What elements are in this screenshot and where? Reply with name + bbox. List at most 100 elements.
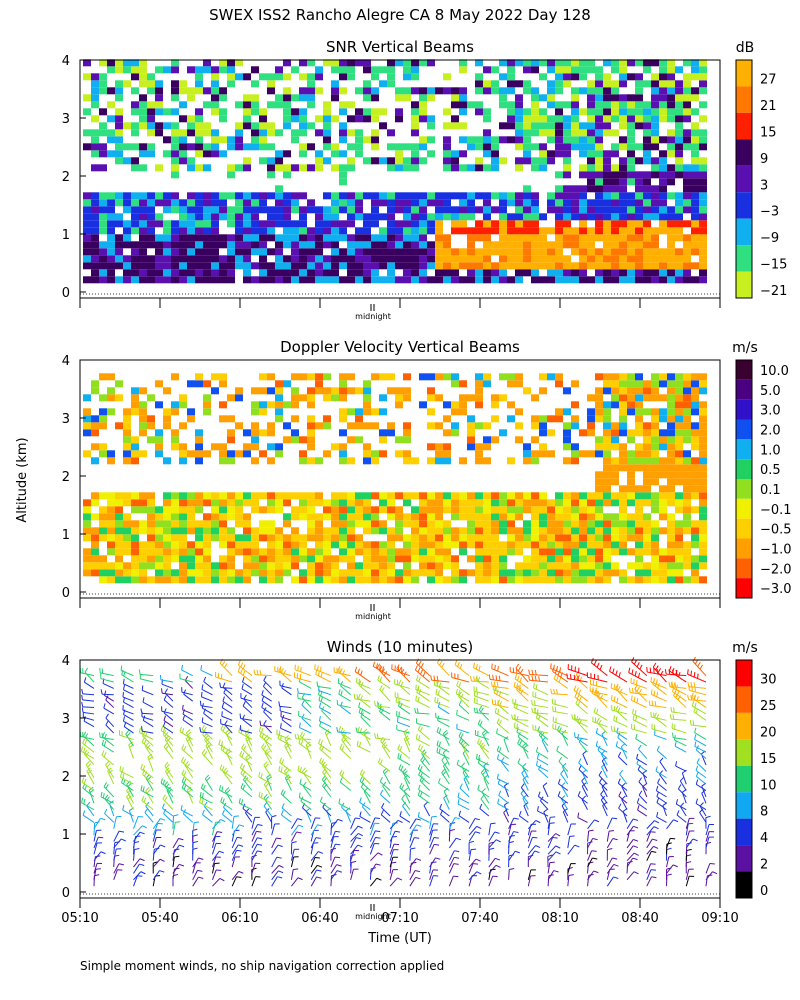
heatmap-cell (323, 122, 331, 130)
heatmap-cell (227, 80, 235, 88)
heatmap-cell (555, 506, 563, 514)
heatmap-cell (683, 562, 691, 570)
heatmap-cell (187, 206, 195, 214)
heatmap-cell (115, 506, 123, 514)
wind-barb (330, 856, 336, 868)
heatmap-cell (651, 492, 659, 500)
heatmap-cell (563, 101, 571, 109)
heatmap-cell (307, 499, 315, 507)
heatmap-cell (395, 387, 403, 395)
heatmap-cell (115, 122, 123, 130)
heatmap-cell (299, 206, 307, 214)
wind-barb-flag (127, 788, 132, 794)
wind-barb (201, 721, 213, 728)
wind-barb (182, 713, 193, 721)
heatmap-cell (539, 429, 547, 437)
heatmap-cell (587, 178, 595, 186)
wind-barb-flag (516, 715, 519, 721)
heatmap-cell (515, 408, 523, 416)
heatmap-cell (555, 80, 563, 88)
heatmap-cell (611, 548, 619, 556)
heatmap-cell (331, 492, 339, 500)
heatmap-cell (699, 408, 707, 416)
heatmap-cell (579, 527, 587, 535)
heatmap-cell (579, 143, 587, 151)
heatmap-cell (403, 241, 411, 249)
wind-barb (280, 710, 292, 715)
heatmap-cell (515, 527, 523, 535)
wind-barb-flag (142, 697, 145, 703)
heatmap-cell (587, 185, 595, 193)
wind-barb (243, 698, 253, 708)
heatmap-cell (91, 227, 99, 235)
heatmap-cell (507, 213, 515, 221)
heatmap-cell (115, 527, 123, 535)
heatmap-cell (203, 269, 211, 277)
heatmap-cell (387, 527, 395, 535)
heatmap-cell (483, 541, 491, 549)
heatmap-cell (691, 108, 699, 116)
wind-barb-flag (419, 765, 423, 771)
wind-barb (179, 678, 193, 683)
heatmap-cell (275, 269, 283, 277)
wind-barb (437, 720, 450, 728)
heatmap-cell (275, 241, 283, 249)
heatmap-cell (643, 380, 651, 388)
heatmap-cell (355, 513, 363, 521)
heatmap-cell (291, 513, 299, 521)
heatmap-cell (275, 576, 283, 584)
heatmap-cell (379, 408, 387, 416)
wind-barb-flag (86, 801, 91, 807)
heatmap-cell (587, 227, 595, 235)
heatmap-cell (643, 66, 651, 74)
heatmap-cell (595, 541, 603, 549)
heatmap-cell (691, 129, 699, 137)
heatmap-cell (523, 555, 531, 563)
heatmap-cell (123, 429, 131, 437)
heatmap-cell (475, 499, 483, 507)
wind-barb (350, 833, 359, 842)
heatmap-cell (563, 136, 571, 144)
heatmap-cell (483, 569, 491, 577)
wind-barb (290, 856, 295, 868)
heatmap-cell (123, 520, 131, 528)
heatmap-cell (491, 241, 499, 249)
wind-barb-flag (240, 728, 243, 734)
heatmap-cell (419, 276, 427, 284)
wind-barb-flag (199, 727, 202, 733)
heatmap-cell (499, 59, 507, 67)
heatmap-cell (675, 164, 683, 172)
heatmap-cell (667, 108, 675, 116)
heatmap-cell (683, 499, 691, 507)
heatmap-cell (291, 241, 299, 249)
heatmap-cell (267, 373, 275, 381)
heatmap-cell (179, 136, 187, 144)
heatmap-cell (627, 373, 635, 381)
wind-barb-flag (201, 793, 204, 799)
heatmap-cell (659, 513, 667, 521)
heatmap-cell (235, 206, 243, 214)
heatmap-cell (395, 220, 403, 228)
heatmap-cell (91, 443, 99, 451)
heatmap-cell (683, 255, 691, 263)
wind-barb-flag (221, 660, 226, 666)
heatmap-cell (99, 576, 107, 584)
heatmap-cell (403, 520, 411, 528)
heatmap-cell (283, 548, 291, 556)
wind-barb-flag (360, 709, 364, 715)
heatmap-cell (379, 248, 387, 256)
heatmap-cell (83, 213, 91, 221)
wind-barb-flag (100, 689, 103, 695)
heatmap-cell (307, 387, 315, 395)
heatmap-cell (659, 66, 667, 74)
heatmap-cell (635, 429, 643, 437)
wind-barb-flag (174, 867, 180, 870)
wind-barb-flag (263, 794, 268, 799)
wind-barb (104, 695, 115, 702)
heatmap-cell (259, 276, 267, 284)
heatmap-cell (475, 422, 483, 430)
heatmap-cell (491, 276, 499, 284)
heatmap-cell (435, 457, 443, 465)
heatmap-cell (611, 66, 619, 74)
heatmap-cell (339, 192, 347, 200)
